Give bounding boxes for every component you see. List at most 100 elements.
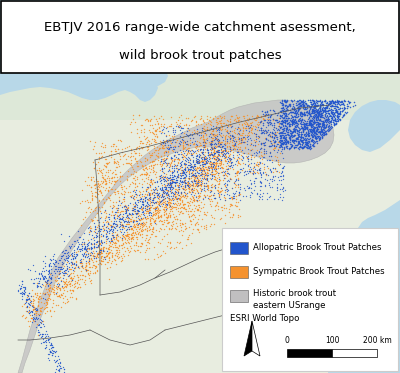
Point: [291, 120, 298, 126]
Point: [309, 122, 315, 128]
Point: [340, 107, 346, 113]
Point: [96, 226, 103, 232]
Point: [126, 181, 133, 187]
Point: [315, 134, 322, 140]
Point: [279, 108, 286, 114]
Point: [90, 234, 97, 240]
Point: [172, 193, 178, 199]
Point: [225, 150, 231, 156]
Point: [128, 232, 134, 238]
Point: [323, 119, 329, 125]
Point: [121, 188, 127, 194]
Point: [252, 166, 258, 172]
Point: [202, 150, 208, 156]
Point: [166, 203, 172, 209]
Point: [219, 143, 226, 149]
Point: [216, 156, 222, 162]
Point: [160, 169, 166, 175]
Point: [64, 249, 71, 255]
Point: [46, 287, 52, 293]
Point: [40, 276, 47, 282]
Point: [175, 174, 181, 180]
Point: [185, 204, 192, 210]
Point: [292, 107, 298, 113]
Point: [82, 254, 89, 260]
Point: [137, 194, 143, 200]
Point: [39, 331, 45, 337]
Point: [78, 263, 84, 269]
Point: [59, 283, 65, 289]
Point: [194, 183, 200, 189]
Point: [88, 244, 94, 250]
Point: [312, 135, 318, 141]
Point: [304, 124, 311, 130]
Point: [263, 135, 269, 141]
Point: [345, 98, 351, 104]
Point: [163, 223, 169, 229]
Point: [300, 124, 307, 130]
Point: [147, 166, 154, 172]
Point: [41, 253, 48, 259]
Point: [167, 144, 173, 150]
Point: [142, 206, 149, 212]
Point: [324, 110, 331, 116]
Point: [330, 98, 336, 104]
Point: [182, 175, 189, 181]
Point: [212, 164, 218, 170]
Point: [311, 128, 317, 134]
Point: [46, 287, 52, 293]
Point: [258, 113, 264, 119]
Point: [336, 110, 343, 116]
Point: [167, 135, 173, 141]
Point: [144, 199, 150, 205]
Point: [178, 191, 184, 197]
Point: [182, 179, 188, 185]
Point: [274, 149, 281, 155]
Point: [172, 188, 178, 194]
Point: [274, 168, 280, 174]
Point: [269, 134, 276, 140]
Point: [302, 125, 308, 131]
Point: [236, 130, 242, 136]
Point: [149, 158, 155, 164]
Point: [313, 128, 319, 134]
Point: [46, 348, 53, 354]
Point: [305, 110, 311, 116]
Point: [299, 116, 305, 122]
Point: [295, 101, 302, 107]
Point: [43, 339, 49, 345]
Point: [252, 131, 259, 137]
Point: [282, 120, 288, 126]
Point: [190, 211, 196, 217]
Point: [132, 231, 138, 236]
Point: [308, 120, 314, 126]
Point: [297, 103, 303, 109]
Point: [289, 105, 296, 111]
Point: [175, 182, 182, 188]
Point: [108, 180, 114, 186]
Point: [215, 173, 222, 179]
Point: [211, 155, 217, 161]
Point: [281, 117, 288, 123]
Point: [135, 243, 142, 249]
Point: [279, 104, 286, 110]
Point: [82, 266, 88, 272]
Point: [188, 147, 194, 153]
Point: [161, 189, 168, 195]
Point: [307, 121, 314, 127]
Point: [334, 98, 341, 104]
Point: [307, 117, 313, 123]
Point: [286, 132, 292, 138]
Point: [58, 231, 65, 237]
Point: [317, 113, 323, 119]
Point: [106, 228, 112, 234]
Point: [181, 189, 187, 195]
Point: [140, 201, 146, 207]
Point: [181, 186, 187, 192]
Point: [62, 247, 69, 253]
Point: [207, 221, 214, 227]
Point: [302, 106, 309, 112]
Point: [171, 179, 177, 185]
Point: [216, 216, 223, 222]
Point: [109, 238, 115, 244]
